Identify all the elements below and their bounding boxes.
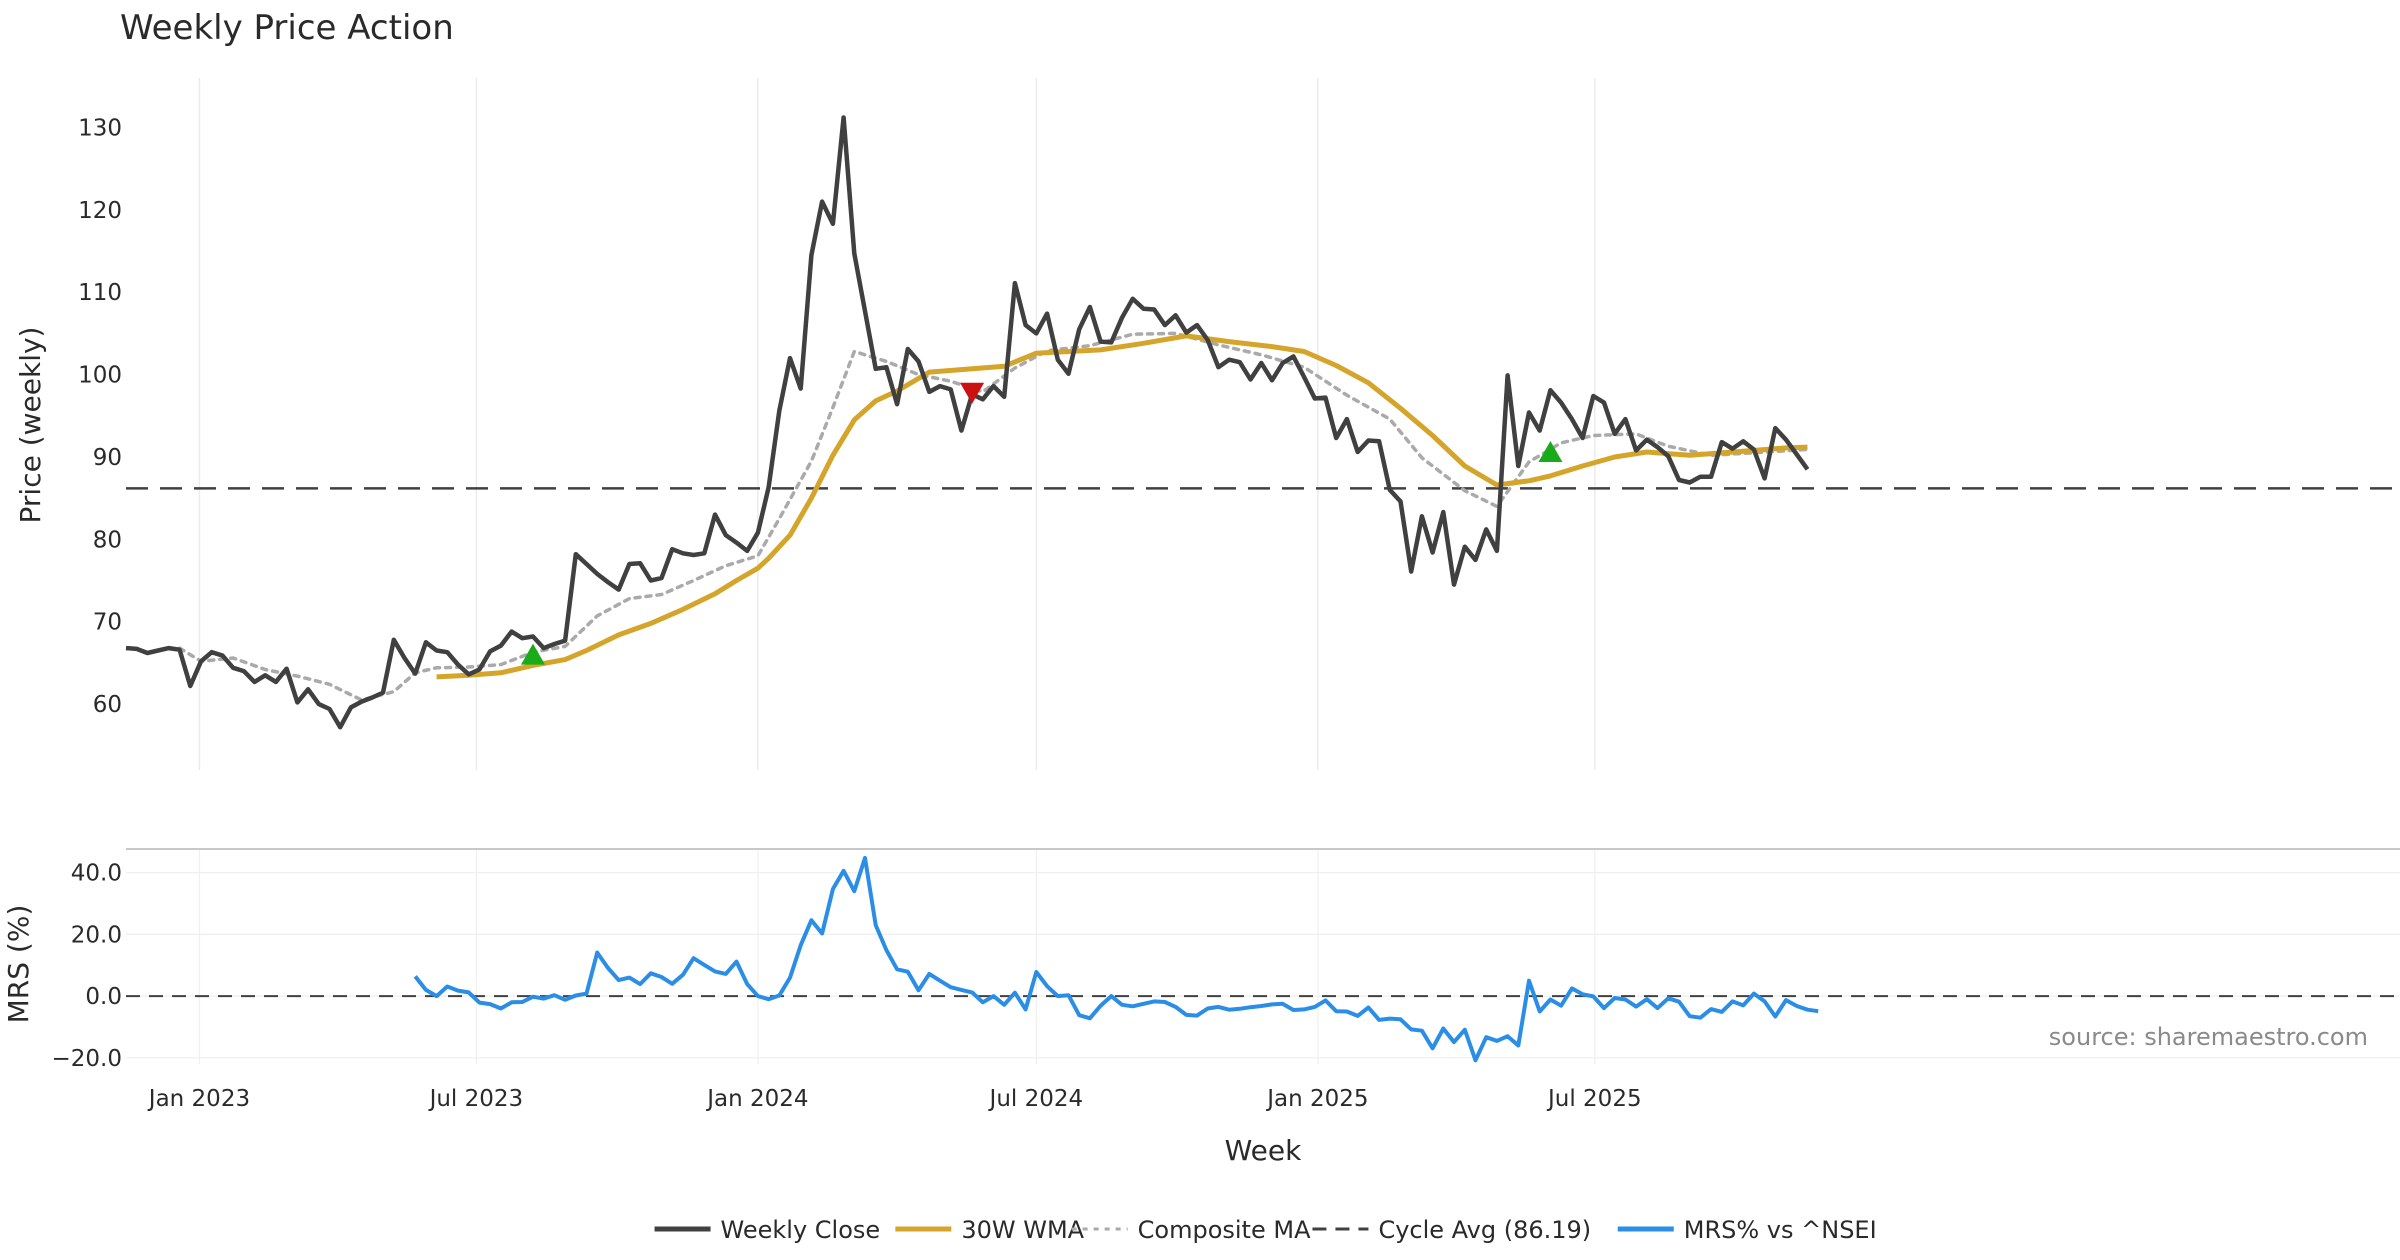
price-y-tick-5: 110: [78, 280, 122, 306]
price-y-tick-2: 80: [93, 527, 122, 553]
price-y-tick-7: 130: [78, 115, 122, 141]
price-y-tick-3: 90: [93, 445, 122, 471]
x-tick-4: Jan 2025: [1265, 1086, 1368, 1112]
sell-signal-marker-1: [960, 382, 985, 404]
weekly-close-line: [125, 115, 1810, 730]
x-axis-label: Week: [1225, 1134, 1302, 1167]
legend-label-1: 30W WMA: [961, 1216, 1084, 1244]
buy-signal-marker-0: [520, 643, 545, 665]
mrs-y-tick-1: 0.0: [85, 984, 122, 1010]
source-annotation: source: sharemaestro.com: [2049, 1023, 2368, 1051]
mrs-y-tick-0: −20.0: [52, 1046, 122, 1072]
mrs-y-tick-3: 40.0: [71, 861, 122, 887]
price-y-axis-label: Price (weekly): [14, 327, 47, 524]
legend-label-4: MRS% vs ^NSEI: [1684, 1216, 1877, 1244]
legend-label-3: Cycle Avg (86.19): [1378, 1216, 1591, 1244]
mrs-y-axis-label: MRS (%): [2, 905, 35, 1024]
legend-label-0: Weekly Close: [721, 1216, 881, 1244]
price-y-tick-1: 70: [93, 610, 122, 636]
x-tick-3: Jul 2024: [988, 1086, 1084, 1112]
wma-line: [436, 333, 1808, 680]
price-y-tick-6: 120: [78, 198, 122, 224]
x-tick-1: Jul 2023: [428, 1086, 524, 1112]
x-tick-5: Jul 2025: [1546, 1086, 1642, 1112]
price-y-tick-0: 60: [93, 692, 122, 718]
x-tick-2: Jan 2024: [705, 1086, 808, 1112]
mrs-y-tick-2: 20.0: [71, 922, 122, 948]
mrs-line: [413, 855, 1819, 1063]
price-y-tick-4: 100: [78, 363, 122, 389]
x-tick-0: Jan 2023: [147, 1086, 250, 1112]
buy-signal-marker-2: [1538, 441, 1563, 463]
chart-title: Weekly Price Action: [120, 8, 454, 48]
legend-label-2: Composite MA: [1138, 1216, 1311, 1244]
